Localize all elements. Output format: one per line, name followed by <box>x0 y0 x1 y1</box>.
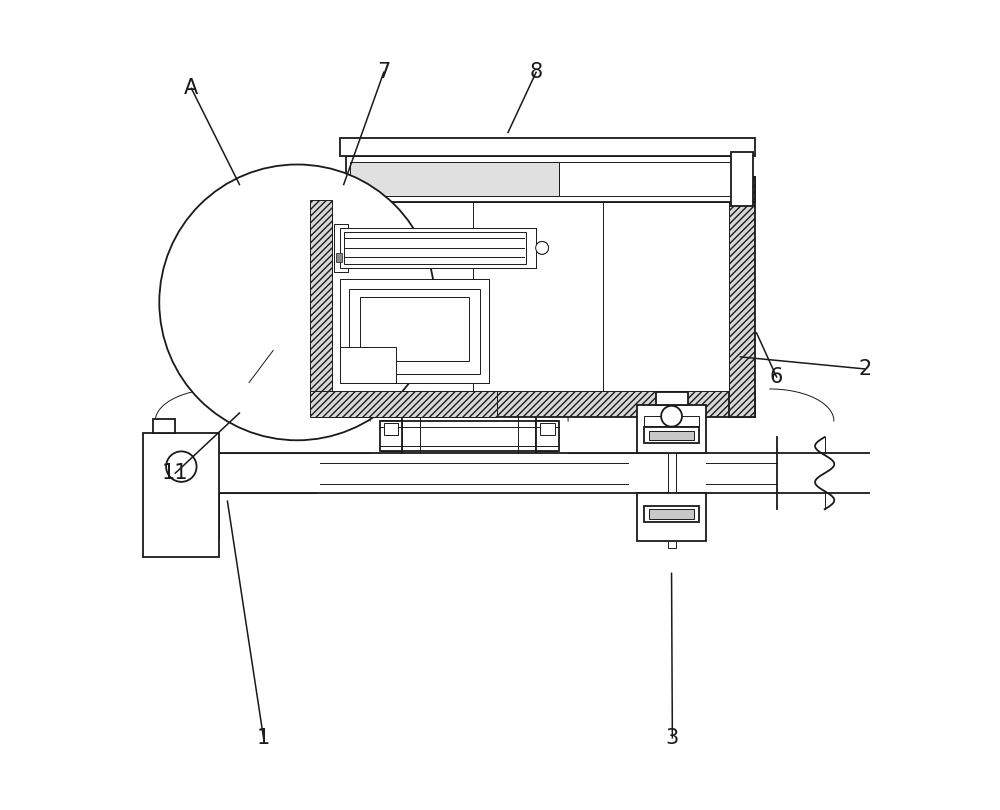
Bar <box>380 421 402 451</box>
Bar <box>340 279 489 383</box>
Bar <box>143 433 219 557</box>
Bar <box>334 224 348 272</box>
Text: 7: 7 <box>377 62 390 83</box>
Bar <box>360 296 469 361</box>
Bar <box>668 403 676 548</box>
Bar <box>729 177 755 417</box>
Bar <box>336 254 342 262</box>
Bar <box>340 228 536 268</box>
Text: 11: 11 <box>162 463 189 483</box>
Circle shape <box>536 241 549 254</box>
Text: 1: 1 <box>257 727 270 748</box>
Text: A: A <box>184 79 198 98</box>
Circle shape <box>159 164 435 441</box>
Bar <box>731 151 753 207</box>
Bar <box>644 416 699 426</box>
Text: 8: 8 <box>530 62 543 83</box>
Bar <box>350 162 559 196</box>
Bar <box>360 296 469 361</box>
Bar <box>536 421 559 451</box>
Text: 3: 3 <box>666 727 679 748</box>
Bar <box>559 162 735 196</box>
Bar <box>656 392 688 405</box>
Bar <box>310 391 497 417</box>
Bar <box>310 177 755 202</box>
Bar <box>310 200 332 404</box>
Bar <box>310 391 755 417</box>
Bar <box>649 509 694 519</box>
Bar <box>340 279 489 383</box>
Circle shape <box>166 451 197 482</box>
Bar <box>340 347 429 383</box>
Bar <box>334 236 342 260</box>
Bar <box>332 237 337 246</box>
Bar <box>340 347 396 383</box>
Bar <box>349 288 480 373</box>
Bar <box>344 232 526 264</box>
Bar <box>340 138 755 156</box>
Bar <box>336 202 729 391</box>
Bar <box>649 431 694 441</box>
Bar <box>310 177 336 417</box>
Bar <box>349 288 480 373</box>
Bar <box>644 506 699 522</box>
Text: 6: 6 <box>770 367 783 387</box>
Bar <box>153 419 175 433</box>
Bar <box>540 423 555 435</box>
Circle shape <box>536 241 549 254</box>
Circle shape <box>661 406 682 427</box>
Bar <box>637 493 706 541</box>
Bar <box>344 232 526 264</box>
Text: 2: 2 <box>858 359 871 379</box>
Bar <box>340 228 536 268</box>
Bar <box>346 156 747 202</box>
Bar <box>644 428 699 444</box>
Bar <box>384 423 398 435</box>
Bar <box>637 405 706 453</box>
Bar <box>334 224 348 272</box>
